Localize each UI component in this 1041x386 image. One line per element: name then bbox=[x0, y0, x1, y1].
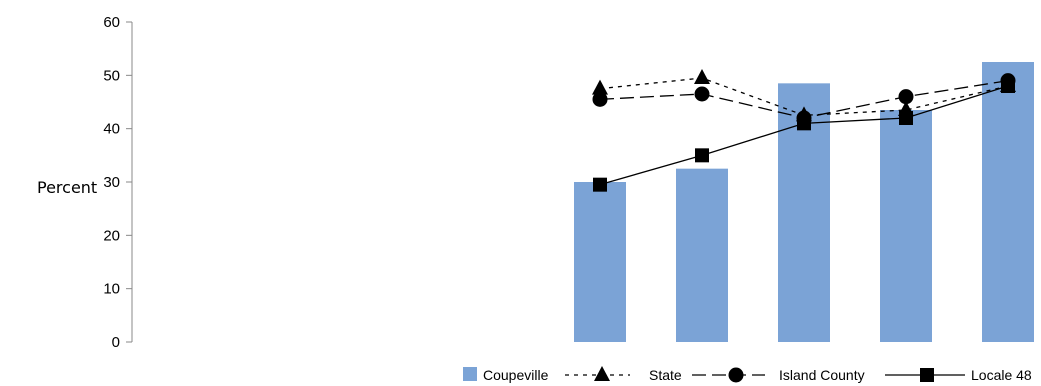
legend-label-state: State bbox=[649, 367, 682, 383]
legend-marker-locale-48 bbox=[920, 368, 934, 382]
y-tick-label: 0 bbox=[112, 334, 120, 351]
legend-label-locale-48: Locale 48 bbox=[971, 367, 1032, 383]
bar-coupeville bbox=[880, 110, 932, 342]
bar-coupeville bbox=[982, 62, 1034, 342]
point-locale-48 bbox=[593, 177, 607, 192]
legend-marker-state bbox=[594, 366, 610, 381]
point-state bbox=[592, 79, 608, 95]
bar-coupeville bbox=[574, 182, 626, 342]
series-lines bbox=[592, 69, 1016, 192]
point-island-county bbox=[694, 86, 710, 102]
y-ticks: 0 10 20 30 40 50 60 bbox=[103, 14, 132, 351]
point-island-county bbox=[592, 91, 608, 107]
point-locale-48 bbox=[695, 148, 709, 163]
y-tick-label: 10 bbox=[103, 281, 120, 298]
point-locale-48 bbox=[797, 116, 811, 131]
y-axis-title: Percent bbox=[37, 178, 97, 197]
point-locale-48 bbox=[899, 111, 913, 125]
legend-label-island-county: Island County bbox=[779, 367, 865, 383]
series-locale-48 bbox=[593, 79, 1015, 192]
point-state bbox=[694, 69, 710, 84]
bars bbox=[574, 62, 1034, 342]
y-tick-label: 50 bbox=[103, 67, 120, 84]
y-tick-label: 40 bbox=[103, 121, 120, 138]
legend-swatch-coupeville bbox=[463, 367, 477, 381]
bar-coupeville bbox=[676, 168, 728, 342]
y-tick-label: 30 bbox=[103, 174, 120, 191]
y-tick-label: 20 bbox=[103, 227, 120, 244]
y-axis: 0 10 20 30 40 50 60 bbox=[103, 14, 133, 351]
y-tick-label: 60 bbox=[103, 14, 120, 31]
point-locale-48 bbox=[1001, 79, 1015, 93]
point-island-county bbox=[898, 89, 914, 105]
legend-marker-island-county bbox=[728, 367, 744, 383]
legend: Coupeville State Island County Locale 48 bbox=[463, 366, 1032, 383]
legend-label-coupeville: Coupeville bbox=[483, 367, 549, 383]
